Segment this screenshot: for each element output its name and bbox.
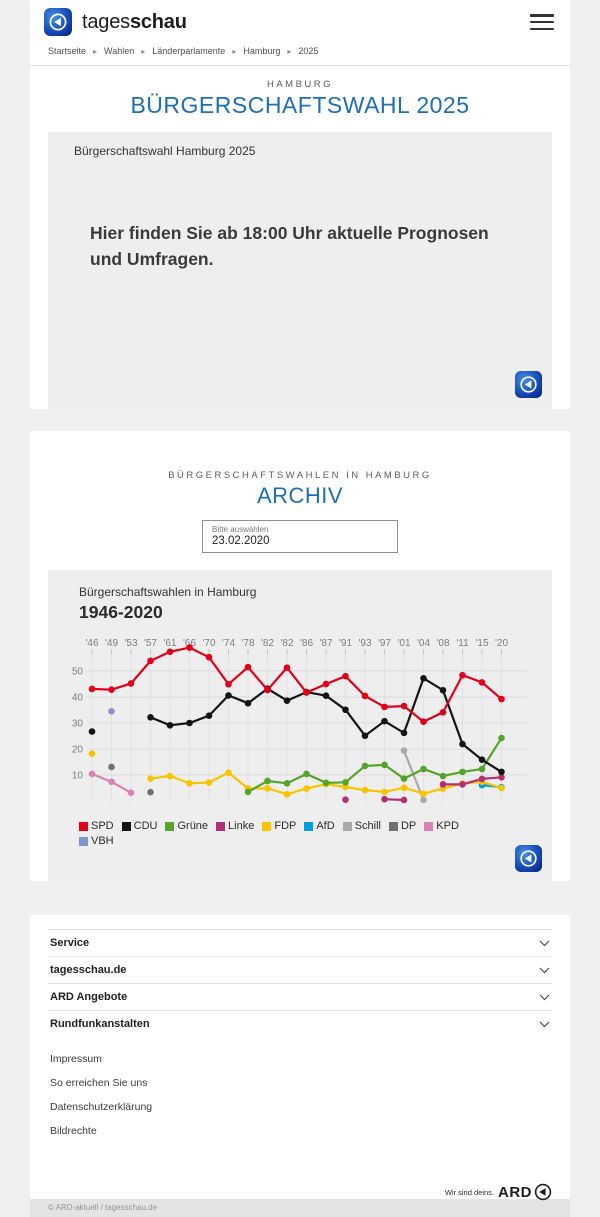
- svg-text:'46: '46: [85, 638, 98, 649]
- legend-item-spd: SPD: [79, 820, 114, 832]
- breadcrumb-link-laenderparlamente[interactable]: Länderparlamente: [152, 46, 226, 56]
- archive-section: BÜRGERSCHAFTSWAHLEN IN HAMBURG ARCHIV Bi…: [30, 431, 570, 881]
- link-kontakt[interactable]: So erreichen Sie uns: [50, 1077, 148, 1089]
- link-datenschutz[interactable]: Datenschutzerklärung: [50, 1101, 153, 1113]
- legend-swatch: [79, 836, 88, 846]
- legend-swatch: [424, 821, 434, 831]
- svg-text:'97: '97: [378, 638, 391, 649]
- chart-legend: SPD CDU Grüne Linke FDP AfD Schill DP KPD VBH: [79, 820, 499, 847]
- svg-text:'15: '15: [475, 638, 488, 649]
- archive-chart: '46 '49 '53 '57 '61 '66 '70 '74 '78 '82 '82 '86 '87 '…: [72, 638, 527, 804]
- ard-claim: Wir sind deins.: [444, 1187, 494, 1197]
- tagesschau-logo-icon: [515, 845, 542, 872]
- svg-text:'49: '49: [105, 638, 118, 649]
- select-value: 23.02.2020: [212, 535, 270, 547]
- ard-wordmark: ARD: [498, 1183, 532, 1201]
- page-title: BÜRGERSCHAFTSWAHL 2025: [130, 92, 470, 118]
- legend-swatch: [216, 821, 226, 831]
- legend-item-schill: Schill: [342, 820, 381, 832]
- svg-text:'57: '57: [144, 638, 157, 649]
- legend-item-grüne: Grüne: [165, 820, 208, 832]
- svg-text:'08: '08: [436, 638, 449, 649]
- tagesschau-logo-icon: [515, 371, 542, 398]
- svg-text:'66: '66: [183, 638, 196, 649]
- breadcrumb-link-hamburg[interactable]: Hamburg: [243, 46, 281, 56]
- legend-item-fdp: FDP: [262, 820, 296, 832]
- legend-swatch: [262, 821, 272, 831]
- legend-item-dp: DP: [388, 820, 416, 832]
- breadcrumb-link-wahlen[interactable]: Wahlen: [104, 46, 135, 56]
- svg-text:'01: '01: [397, 638, 410, 649]
- breadcrumb-separator-icon: ▸: [93, 46, 98, 56]
- breadcrumb-separator-icon: ▸: [141, 46, 146, 56]
- svg-text:30: 30: [72, 719, 84, 730]
- svg-text:20: 20: [72, 745, 84, 756]
- link-bildrechte[interactable]: Bildrechte: [50, 1125, 97, 1137]
- footer: Service tagesschau.de ARD Angebote Rundf…: [30, 915, 570, 1201]
- footer-links: Impressum So erreichen Sie uns Datenschu…: [48, 1047, 552, 1143]
- svg-text:'87: '87: [319, 638, 332, 649]
- svg-text:'70: '70: [202, 638, 215, 649]
- ard-logo-icon: [534, 1183, 552, 1201]
- legend-item-vbh: VBH: [79, 835, 114, 847]
- breadcrumb-link-2025[interactable]: 2025: [298, 46, 319, 56]
- chevron-down-icon: [539, 994, 550, 1000]
- svg-text:'11: '11: [456, 638, 469, 649]
- breadcrumb-link-startseite[interactable]: Startseite: [48, 46, 87, 56]
- breadcrumb-separator-icon: ▸: [232, 46, 237, 56]
- legend-swatch: [165, 821, 175, 831]
- svg-text:'20: '20: [495, 638, 508, 649]
- chevron-down-icon: [539, 940, 550, 946]
- accordion-tagesschau-de[interactable]: tagesschau.de: [48, 956, 552, 983]
- accordion-rundfunkanstalten[interactable]: Rundfunkanstalten: [48, 1010, 552, 1037]
- svg-text:'04: '04: [417, 638, 430, 649]
- tagesschau-logo-icon[interactable]: [44, 8, 72, 36]
- svg-text:10: 10: [72, 771, 84, 782]
- svg-text:'93: '93: [358, 638, 371, 649]
- chart-title: 1946-2020: [79, 602, 163, 622]
- svg-text:'61: '61: [163, 638, 176, 649]
- chart-card: Bürgerschaftswahlen in Hamburg 1946-2020…: [48, 570, 552, 881]
- chart-subtitle: Bürgerschaftswahlen in Hamburg: [79, 585, 257, 599]
- accordion-ard-angebote[interactable]: ARD Angebote: [48, 983, 552, 1010]
- archive-kicker: BÜRGERSCHAFTSWAHLEN IN HAMBURG: [168, 470, 432, 481]
- svg-text:50: 50: [72, 667, 84, 678]
- chevron-down-icon: [539, 967, 550, 973]
- site-header: tagesschau: [30, 0, 570, 42]
- accordion-service[interactable]: Service: [48, 929, 552, 956]
- legend-item-kpd: KPD: [424, 820, 459, 832]
- teaser-card: Bürgerschaftswahl Hamburg 2025 Hier find…: [48, 132, 552, 409]
- svg-text:'53: '53: [124, 638, 137, 649]
- legend-item-linke: Linke: [216, 820, 254, 832]
- teaser-label: Bürgerschaftswahl Hamburg 2025: [74, 144, 256, 158]
- legend-swatch: [388, 821, 398, 831]
- legend-item-cdu: CDU: [121, 820, 157, 832]
- svg-text:'82: '82: [261, 638, 274, 649]
- legend-swatch: [79, 821, 88, 831]
- hero-kicker: HAMBURG: [266, 79, 334, 90]
- svg-text:'78: '78: [241, 638, 254, 649]
- svg-text:'86: '86: [300, 638, 313, 649]
- archive-title: ARCHIV: [256, 483, 344, 508]
- svg-text:40: 40: [72, 693, 84, 704]
- hamburger-menu-icon[interactable]: [530, 14, 554, 30]
- chevron-down-icon: [539, 1021, 550, 1027]
- teaser-message: Hier finden Sie ab 18:00 Uhr aktuelle Pr…: [90, 223, 489, 270]
- legend-swatch: [342, 821, 352, 831]
- legend-item-afd: AfD: [304, 820, 335, 832]
- breadcrumb-separator-icon: ▸: [287, 46, 292, 56]
- link-impressum[interactable]: Impressum: [50, 1053, 102, 1065]
- legend-swatch: [121, 821, 131, 831]
- main-card: tagesschau Startseite ▸ Wahlen ▸ Länderp…: [30, 0, 570, 409]
- svg-text:'91: '91: [339, 638, 352, 649]
- breadcrumb: Startseite ▸ Wahlen ▸ Länderparlamente ▸…: [30, 42, 570, 66]
- svg-text:'74: '74: [222, 638, 235, 649]
- brand-wordmark[interactable]: tagesschau: [82, 10, 187, 33]
- legend-swatch: [304, 821, 314, 831]
- hero: HAMBURG BÜRGERSCHAFTSWAHL 2025: [30, 66, 570, 119]
- copyright-bar: © ARD-aktuell / tagesschau.de: [30, 1199, 570, 1217]
- select-label: Bitte auswählen: [212, 525, 269, 534]
- svg-text:'82: '82: [280, 638, 293, 649]
- archive-date-select[interactable]: Bitte auswählen 23.02.2020: [202, 520, 398, 553]
